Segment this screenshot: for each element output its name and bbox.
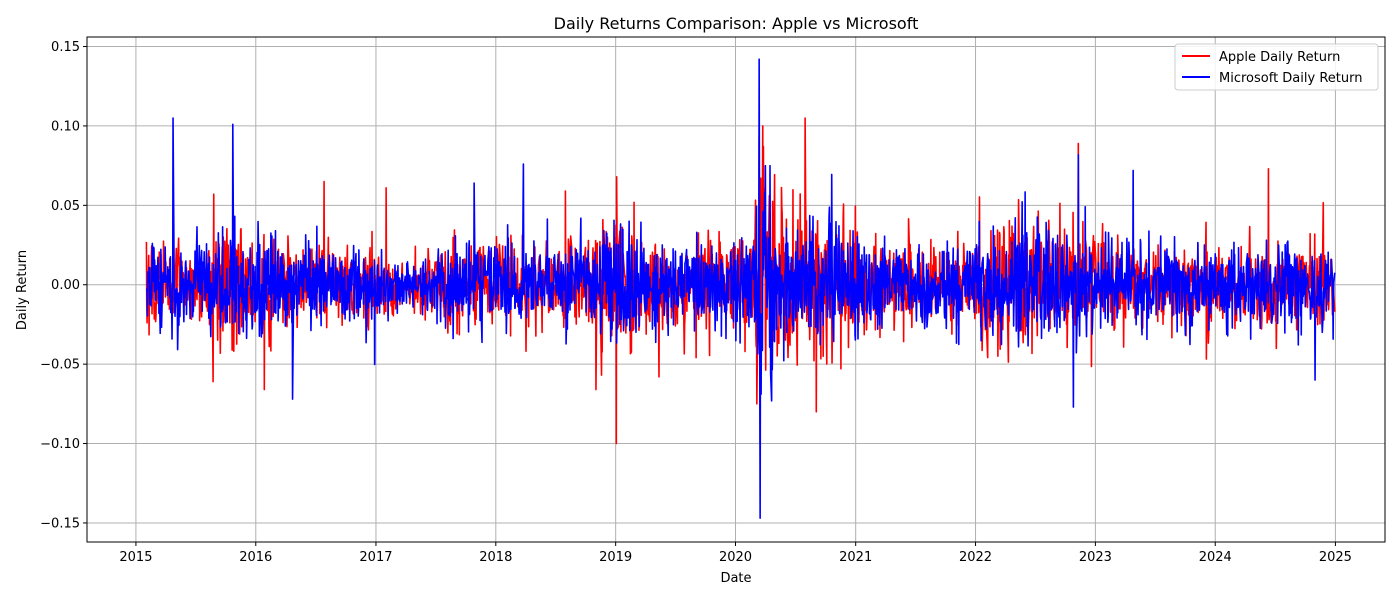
x-tick-label: 2015 xyxy=(119,550,152,565)
x-tick-label: 2023 xyxy=(1079,550,1112,565)
legend-box xyxy=(1174,43,1379,91)
x-tick-label: 2019 xyxy=(599,550,632,565)
x-tick-label: 2017 xyxy=(359,550,392,565)
y-tick-label: −0.05 xyxy=(40,358,80,373)
y-tick-label: 0.15 xyxy=(51,40,80,55)
x-axis-label: Date xyxy=(720,571,751,586)
x-tick-label: 2016 xyxy=(239,550,272,565)
series-layer xyxy=(145,58,1336,519)
legend: Apple Daily Return Microsoft Daily Retur… xyxy=(1174,43,1379,91)
y-axis-label: Daily Return xyxy=(15,250,30,330)
x-tick-label: 2025 xyxy=(1319,550,1352,565)
x-tick-label: 2022 xyxy=(959,550,992,565)
y-tick-label: 0.05 xyxy=(51,199,80,214)
x-tick-label: 2018 xyxy=(479,550,512,565)
y-axis: 0.15 0.10 0.05 0.00 −0.05 −0.10 −0.15 xyxy=(40,40,87,531)
x-tick-label: 2021 xyxy=(839,550,872,565)
x-axis: 2015 2016 2017 2018 2019 2020 2021 2022 2023 2024… xyxy=(119,542,1352,565)
y-tick-label: −0.15 xyxy=(40,516,80,531)
y-tick-label: 0.00 xyxy=(51,278,80,293)
x-tick-label: 2020 xyxy=(719,550,752,565)
y-tick-label: 0.10 xyxy=(51,119,80,134)
y-tick-label: −0.10 xyxy=(40,437,80,452)
chart-title: Daily Returns Comparison: Apple vs Micro… xyxy=(554,14,919,33)
legend-label-microsoft: Microsoft Daily Return xyxy=(1219,71,1362,86)
legend-label-apple: Apple Daily Return xyxy=(1219,50,1340,65)
series-line-microsoft xyxy=(145,58,1336,519)
x-tick-label: 2024 xyxy=(1199,550,1232,565)
